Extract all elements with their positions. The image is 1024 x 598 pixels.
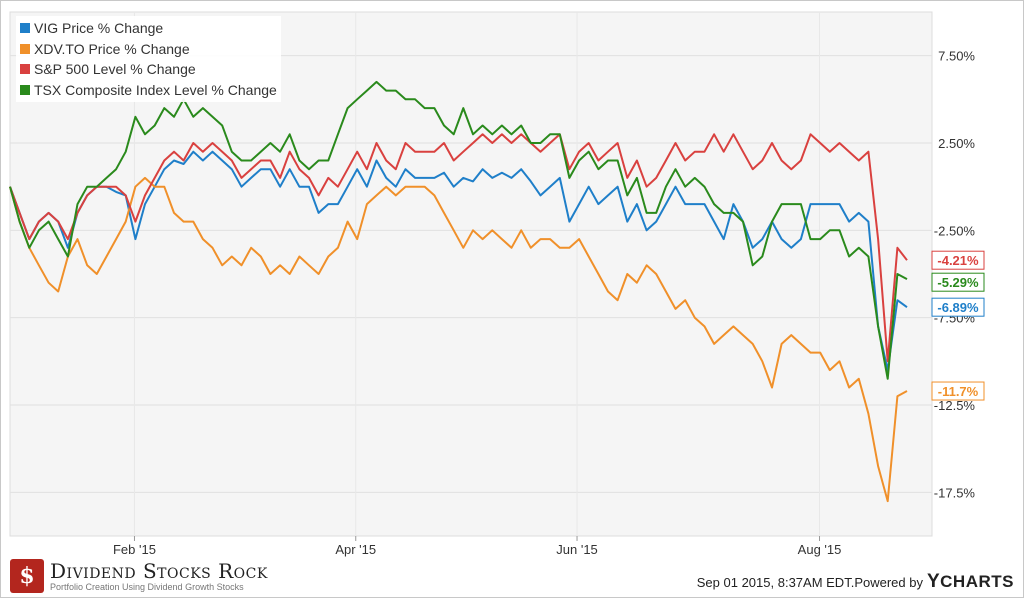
legend-swatch (20, 84, 30, 95)
end-label-text: -4.21% (937, 253, 979, 268)
brand-name: Dividend Stocks Rock (50, 558, 268, 583)
series-line-0 (9, 150, 908, 372)
x-tick-label: Jun '15 (556, 542, 598, 557)
end-label-1: -11.7% (931, 381, 985, 401)
y-tick-label: -17.5% (934, 485, 976, 500)
end-label-box (931, 381, 985, 401)
y-tick-label: -12.5% (934, 398, 976, 413)
end-label-0: -6.89% (931, 297, 985, 317)
timestamp: Sep 01 2015, 8:37AM EDT. (696, 575, 855, 590)
powered-by: Powered by (854, 575, 923, 590)
end-label-text: -11.7% (938, 384, 979, 399)
legend-item[interactable]: TSX Composite Index Level % Change (20, 80, 277, 101)
end-label-2: -4.21% (931, 250, 985, 270)
end-label-text: -6.89% (937, 300, 979, 315)
end-label-box (931, 297, 985, 317)
legend-label: S&P 500 Level % Change (34, 61, 196, 78)
legend-label: VIG Price % Change (34, 20, 164, 37)
end-label-3: -5.29% (931, 272, 985, 292)
legend-item[interactable]: S&P 500 Level % Change (20, 59, 277, 80)
series-line-3 (9, 80, 908, 380)
legend-swatch (20, 23, 30, 34)
x-tick-label: Aug '15 (798, 542, 842, 557)
series-line-2 (9, 133, 908, 363)
brand-logo[interactable]: $ Dividend Stocks Rock Portfolio Creatio… (10, 558, 268, 594)
y-tick-label: 2.50% (938, 136, 975, 151)
x-tick-label: Apr '15 (335, 542, 376, 557)
legend-item[interactable]: VIG Price % Change (20, 18, 277, 39)
brand-tagline: Portfolio Creation Using Dividend Growth… (50, 581, 244, 592)
series-line-1 (9, 176, 908, 503)
end-label-box (931, 250, 985, 270)
end-label-text: -5.29% (937, 275, 979, 290)
legend-label: TSX Composite Index Level % Change (34, 81, 277, 98)
dollar-logo-icon: $ (10, 559, 44, 593)
x-tick-label: Feb '15 (113, 542, 156, 557)
y-tick-label: -2.50% (934, 223, 976, 238)
end-label-box (931, 272, 985, 292)
legend-swatch (20, 43, 30, 54)
footer-credits: Sep 01 2015, 8:37AM EDT. Powered by YCHA… (697, 571, 1014, 593)
legend: VIG Price % Change XDV.TO Price % Change S… (16, 16, 281, 102)
ycharts-logo[interactable]: YCHARTS (926, 571, 1014, 592)
legend-swatch (20, 64, 30, 75)
legend-item[interactable]: XDV.TO Price % Change (20, 39, 277, 60)
legend-label: XDV.TO Price % Change (34, 40, 190, 57)
y-tick-label: 7.50% (938, 49, 975, 64)
